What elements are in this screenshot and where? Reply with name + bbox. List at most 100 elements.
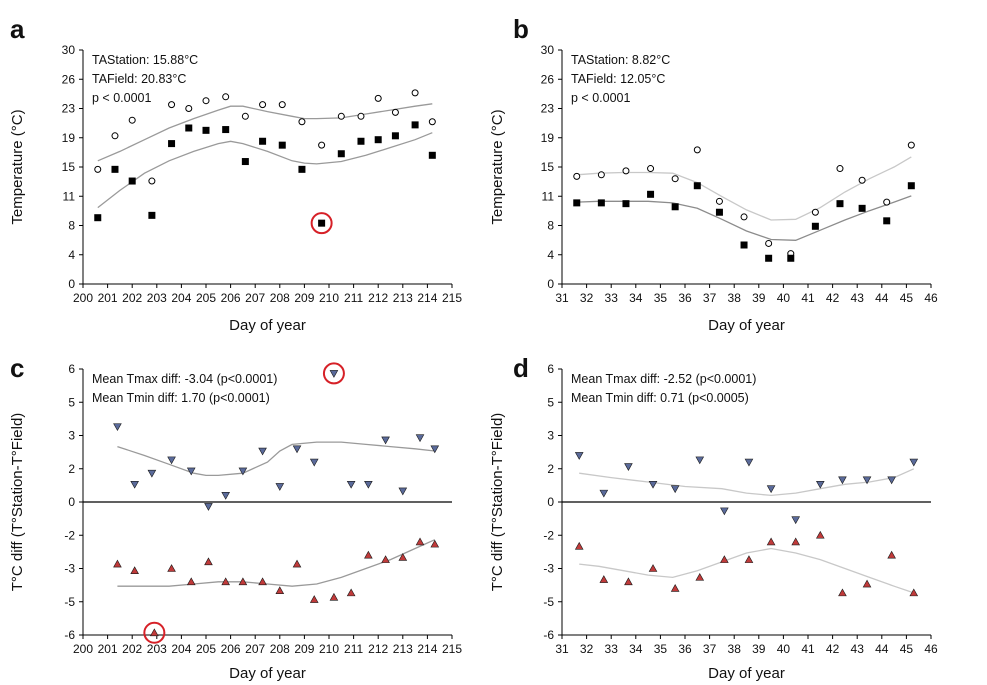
point-filled-square: [259, 137, 267, 145]
point-filled-square: [128, 177, 136, 185]
point-open-circle: [811, 208, 819, 216]
point-triangle-up: [150, 628, 159, 637]
y-tick-label: 11: [542, 189, 555, 203]
point-filled-square: [148, 211, 156, 219]
point-triangle-up: [670, 584, 680, 592]
point-triangle-up: [130, 566, 139, 575]
point-triangle-up: [309, 595, 319, 603]
x-tick-label: 32: [580, 291, 594, 305]
point-filled-square: [858, 204, 866, 212]
annotation: TAStation: 8.82°C: [571, 53, 670, 67]
point-triangle-up: [599, 575, 609, 583]
annotation: p < 0.0001: [92, 91, 151, 105]
point-triangle-down: [381, 436, 390, 445]
annotation: p < 0.0001: [571, 91, 630, 105]
x-tick-label: 200: [73, 642, 93, 656]
x-tick-label: 45: [900, 291, 914, 305]
x-tick-label: 42: [826, 642, 840, 656]
point-triangle-up: [648, 564, 658, 572]
point-filled-square: [622, 200, 630, 208]
point-open-circle: [622, 167, 630, 175]
x-tick-label: 40: [777, 291, 791, 305]
trend-line-1: [117, 441, 435, 477]
point-triangle-up: [186, 577, 196, 586]
point-triangle-up: [113, 559, 122, 568]
y-axis-label: Temperature (°C): [489, 109, 506, 224]
point-triangle-down: [167, 456, 176, 465]
point-open-circle: [128, 116, 136, 124]
y-tick-label: 4: [547, 248, 554, 262]
x-tick-label: 40: [777, 642, 791, 656]
x-tick-label: 203: [147, 291, 167, 305]
trend-line-1: [97, 103, 433, 162]
point-filled-square: [647, 190, 655, 198]
x-tick-label: 204: [171, 642, 191, 656]
point-triangle-down: [624, 463, 633, 471]
y-tick-label: 15: [541, 160, 555, 174]
y-tick-label: 26: [62, 72, 76, 86]
trend-line-2: [117, 539, 436, 587]
point-filled-square: [740, 241, 748, 249]
x-tick-label: 202: [122, 642, 142, 656]
point-triangle-up: [381, 555, 390, 563]
point-triangle-down: [670, 485, 680, 494]
y-axis-label: Temperature (°C): [9, 109, 26, 224]
point-open-circle: [883, 198, 891, 206]
point-triangle-up: [258, 577, 267, 586]
y-tick-label: 19: [62, 131, 76, 145]
x-tick-label: 212: [368, 291, 388, 305]
point-triangle-down: [720, 507, 729, 516]
point-triangle-down: [862, 476, 872, 485]
point-open-circle: [278, 101, 286, 109]
point-triangle-down: [258, 447, 267, 456]
point-triangle-up: [221, 577, 230, 586]
point-filled-square: [222, 126, 230, 134]
point-triangle-up: [720, 555, 729, 563]
point-triangle-down: [309, 458, 319, 467]
x-tick-label: 201: [98, 642, 118, 656]
annotation: Mean Tmax diff: -3.04 (p<0.0001): [92, 372, 277, 386]
point-open-circle: [374, 94, 382, 102]
panel-letter: c: [10, 353, 24, 383]
point-filled-square: [715, 208, 723, 216]
point-triangle-up: [815, 530, 825, 539]
point-triangle-down: [204, 503, 213, 511]
highlight-circle: [322, 362, 345, 385]
point-triangle-down: [766, 485, 776, 494]
trend-line-2: [579, 547, 915, 594]
point-open-circle: [573, 172, 581, 180]
x-axis-label: Day of year: [229, 317, 306, 334]
y-tick-label: 19: [541, 131, 555, 145]
y-tick-label: 8: [68, 219, 75, 233]
x-tick-label: 214: [417, 291, 437, 305]
point-filled-square: [185, 124, 193, 132]
point-triangle-up: [909, 588, 919, 597]
point-open-circle: [185, 105, 193, 112]
point-open-circle: [241, 112, 249, 120]
point-triangle-up: [167, 564, 176, 572]
x-tick-label: 46: [924, 291, 938, 305]
point-filled-square: [836, 200, 844, 208]
point-triangle-down: [329, 370, 339, 378]
point-triangle-down: [221, 492, 230, 500]
point-triangle-down: [744, 458, 754, 467]
y-tick-label: -6: [543, 628, 554, 642]
point-triangle-down: [430, 445, 440, 454]
point-triangle-down: [275, 483, 285, 491]
x-tick-label: 45: [900, 642, 914, 656]
point-triangle-up: [862, 579, 872, 588]
y-tick-label: 4: [68, 248, 75, 262]
point-open-circle: [647, 165, 655, 173]
point-open-circle: [428, 118, 436, 126]
x-tick-label: 206: [221, 642, 241, 656]
y-tick-label: 0: [68, 277, 75, 291]
x-tick-label: 34: [629, 642, 643, 656]
y-tick-label: 3: [68, 429, 75, 443]
annotation: Mean Tmin diff: 1.70 (p<0.0001): [92, 391, 270, 405]
point-filled-square: [787, 254, 795, 262]
point-triangle-up: [329, 592, 339, 601]
x-tick-label: 203: [147, 642, 167, 656]
point-triangle-up: [292, 559, 302, 568]
x-tick-label: 210: [319, 642, 339, 656]
point-triangle-up: [791, 537, 801, 546]
